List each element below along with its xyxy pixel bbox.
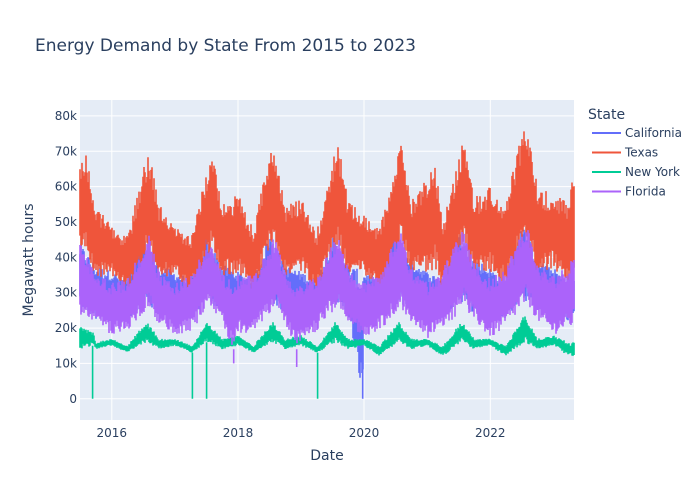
x-tick-label: 2020 (349, 426, 380, 440)
x-axis-ticks: 2016 2018 2020 2022 (97, 426, 506, 440)
y-tick-label: 40k (55, 250, 77, 264)
legend-item[interactable]: California (592, 126, 682, 140)
y-tick-label: 0 (69, 392, 77, 406)
legend-label: New York (625, 165, 680, 179)
series-line-texas (79, 131, 575, 292)
x-tick-label: 2022 (475, 426, 506, 440)
legend-title: State (588, 107, 625, 123)
series-line-florida (79, 230, 575, 367)
legend-item[interactable]: New York (592, 165, 680, 179)
chart-title: Energy Demand by State From 2015 to 2023 (35, 36, 416, 56)
series-traces (79, 131, 575, 399)
y-tick-label: 70k (55, 144, 77, 158)
x-tick-label: 2018 (223, 426, 254, 440)
y-tick-label: 30k (55, 286, 77, 300)
legend-label: Texas (624, 146, 658, 160)
legend-label: Florida (625, 185, 666, 199)
x-tick-label: 2016 (97, 426, 128, 440)
y-axis-ticks: 0 10k 20k 30k 40k 50k 60k 70k 80k (55, 109, 77, 406)
legend: California Texas New York Florida (592, 126, 682, 199)
x-axis-title: Date (310, 448, 343, 464)
legend-item[interactable]: Texas (592, 146, 658, 160)
y-tick-label: 50k (55, 215, 77, 229)
y-tick-label: 20k (55, 321, 77, 335)
legend-item[interactable]: Florida (592, 185, 666, 199)
y-axis-title: Megawatt hours (21, 204, 37, 317)
y-tick-label: 80k (55, 109, 77, 123)
series-line-new-york (79, 316, 575, 399)
y-tick-label: 10k (55, 356, 77, 370)
legend-label: California (625, 126, 682, 140)
y-tick-label: 60k (55, 180, 77, 194)
